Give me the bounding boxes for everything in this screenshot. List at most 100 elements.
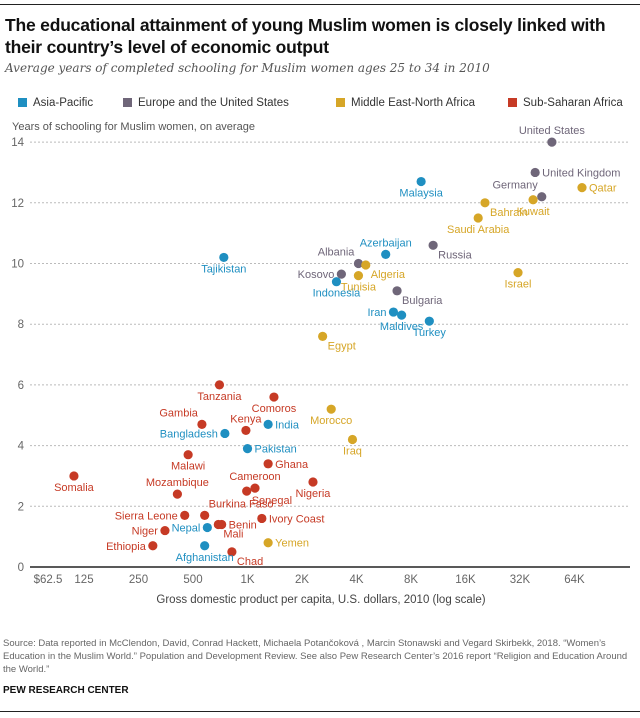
point-indonesia[interactable] <box>331 277 342 287</box>
point-mali[interactable] <box>213 519 223 530</box>
point-label-russia: Russia <box>438 249 473 261</box>
point-tajikistan[interactable] <box>219 252 229 263</box>
point-burkina-faso[interactable] <box>200 510 210 521</box>
point-ghana[interactable] <box>263 459 273 469</box>
legend-label: Asia-Pacific <box>33 97 94 109</box>
y-tick-labels: 0 2 4 6 8 10 12 14 <box>11 137 24 574</box>
point-label-afghanistan: Afghanistan <box>176 552 234 564</box>
point-senegal[interactable] <box>242 486 252 496</box>
point-malaysia[interactable] <box>416 176 426 187</box>
point-label-cameroon: Cameroon <box>229 471 280 483</box>
point-label-israel: Israel <box>505 279 532 291</box>
point-label-benin: Benin <box>229 520 257 532</box>
legend-label: Sub-Saharan Africa <box>523 97 623 109</box>
y-tick-label: 4 <box>18 441 25 453</box>
point-egypt[interactable] <box>318 331 328 341</box>
point-tunisia[interactable] <box>353 271 364 281</box>
point-label-egypt: Egypt <box>328 340 356 352</box>
point-kosovo[interactable] <box>336 269 346 279</box>
point-iraq[interactable] <box>347 434 358 445</box>
y-tick-label: 8 <box>18 319 24 331</box>
point-ivory-coast[interactable] <box>257 513 267 524</box>
point-qatar[interactable] <box>577 183 587 193</box>
x-tick-labels: $62.5 125 250 500 1K 2K 4K 8K 16K 32K 64K <box>34 574 585 586</box>
point-bulgaria[interactable] <box>392 286 402 296</box>
point-label-pakistan: Pakistan <box>255 444 297 456</box>
point-label-albania: Albania <box>318 247 356 259</box>
point-label-chad: Chad <box>237 556 263 568</box>
point-label-senegal: Senegal <box>252 495 292 507</box>
point-label-kuwait: Kuwait <box>517 206 550 218</box>
brand-logo-text: PEW RESEARCH CENTER <box>3 685 129 696</box>
point-bangladesh[interactable] <box>220 428 230 439</box>
point-albania[interactable] <box>353 258 364 269</box>
point-somalia[interactable] <box>69 471 79 481</box>
point-mozambique[interactable] <box>172 489 182 499</box>
point-saudi-arabia[interactable] <box>473 213 483 223</box>
point-label-ivory-coast: Ivory Coast <box>269 513 325 525</box>
point-sierra-leone[interactable] <box>180 510 190 521</box>
point-label-iran: Iran <box>367 307 386 319</box>
x-tick-label: 125 <box>74 574 93 586</box>
point-maldives[interactable] <box>397 310 407 320</box>
point-malawi[interactable] <box>183 450 193 460</box>
point-united-states[interactable] <box>547 137 557 147</box>
point-ethiopia[interactable] <box>148 541 158 551</box>
point-nigeria[interactable] <box>308 477 318 487</box>
point-label-nigeria: Nigeria <box>296 488 332 500</box>
point-label-gambia: Gambia <box>159 407 198 419</box>
point-comoros[interactable] <box>269 392 279 402</box>
legend-swatch <box>18 98 27 107</box>
point-label-saudi-arabia: Saudi Arabia <box>447 224 510 236</box>
point-label-bangladesh: Bangladesh <box>160 428 218 440</box>
legend-label: Europe and the United States <box>138 97 289 109</box>
point-bahrain[interactable] <box>480 198 490 208</box>
y-axis-label: Years of schooling for Muslim women, on … <box>12 121 255 133</box>
top-rule <box>0 4 640 5</box>
point-yemen[interactable] <box>263 538 273 548</box>
point-label-qatar: Qatar <box>589 183 617 195</box>
point-label-maldives: Maldives <box>380 321 424 333</box>
point-kenya[interactable] <box>241 425 251 436</box>
point-label-mali: Mali <box>223 529 243 541</box>
y-tick-label: 12 <box>11 198 24 210</box>
legend-label: Middle East-North Africa <box>351 97 475 109</box>
point-labels: Malaysia Azerbaijan Tajikistan Indonesia Ira… <box>54 125 620 568</box>
legend-swatch <box>336 98 345 107</box>
point-label-united-states: United States <box>519 125 586 137</box>
point-nepal[interactable] <box>202 522 212 533</box>
point-cameroon[interactable] <box>250 483 260 493</box>
point-iran[interactable] <box>388 307 399 317</box>
point-chad[interactable] <box>227 547 237 557</box>
y-tick-label: 14 <box>11 137 24 149</box>
point-label-malawi: Malawi <box>171 461 205 473</box>
point-label-bulgaria: Bulgaria <box>402 295 443 307</box>
point-turkey[interactable] <box>424 316 434 326</box>
point-tanzania[interactable] <box>214 380 225 390</box>
point-israel[interactable] <box>513 268 523 278</box>
point-label-tajikistan: Tajikistan <box>201 263 246 275</box>
point-label-yemen: Yemen <box>275 538 309 550</box>
point-label-somalia: Somalia <box>54 482 95 494</box>
point-kuwait[interactable] <box>528 195 538 205</box>
point-label-algeria: Algeria <box>371 269 406 281</box>
legend-item-asia-pacific: Asia-Pacific <box>18 97 93 109</box>
point-azerbaijan[interactable] <box>381 249 391 259</box>
point-label-ethiopia: Ethiopia <box>106 541 147 553</box>
point-india[interactable] <box>263 419 273 429</box>
point-gambia[interactable] <box>197 419 207 429</box>
point-morocco[interactable] <box>326 404 336 414</box>
chart-subtitle: Average years of completed schooling for… <box>5 61 490 75</box>
point-united-kingdom[interactable] <box>530 167 540 178</box>
point-label-united-kingdom: United Kingdom <box>542 167 620 179</box>
point-afghanistan[interactable] <box>200 541 210 551</box>
legend-item-europe-us: Europe and the United States <box>123 97 289 109</box>
point-pakistan[interactable] <box>242 444 253 454</box>
point-russia[interactable] <box>428 240 438 250</box>
point-germany[interactable] <box>537 192 547 202</box>
point-label-bahrain: Bahrain <box>490 207 528 219</box>
point-niger[interactable] <box>160 525 170 536</box>
x-tick-label: 16K <box>455 574 476 586</box>
point-algeria[interactable] <box>361 260 371 270</box>
point-label-india: India <box>275 419 300 431</box>
